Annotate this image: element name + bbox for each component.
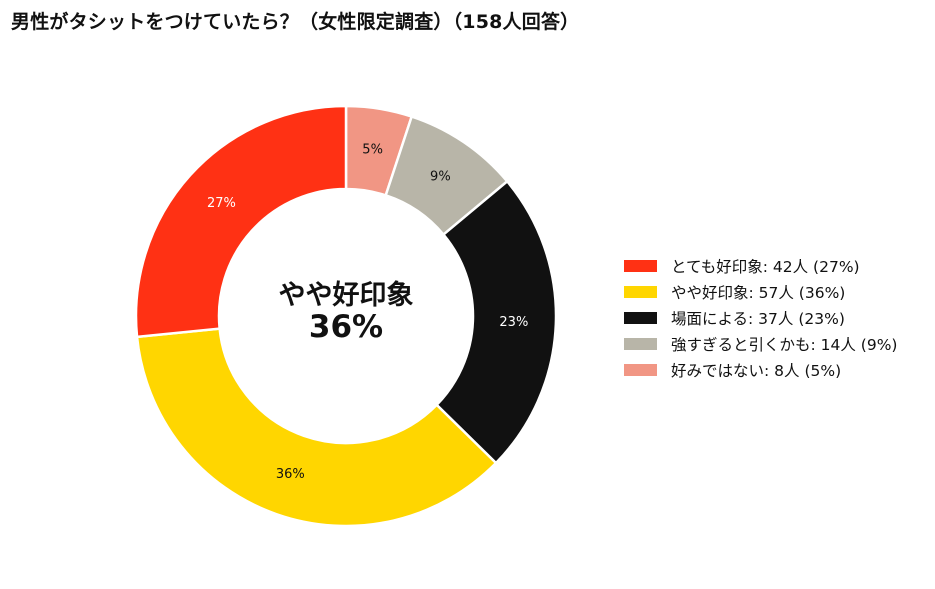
slice-percent-label: 9% [430, 170, 451, 185]
donut-slice [134, 104, 348, 339]
slice-percent-label: 36% [276, 467, 305, 482]
legend-label: 強すぎると引くかも: 14人 (9%) [671, 336, 898, 354]
chart-title: 男性がタシットをつけていたら？（女性限定調査）（158人回答） [11, 11, 580, 33]
legend-swatch [624, 260, 657, 272]
legend: とても好印象: 42人 (27%) やや好印象: 57人 (36%) 場面による… [624, 253, 897, 383]
center-category-label: やや好印象 [278, 280, 414, 311]
slice-percent-label: 5% [362, 143, 383, 158]
donut-slice [435, 180, 558, 465]
legend-swatch [624, 364, 657, 376]
legend-label: やや好印象: 57人 (36%) [671, 284, 846, 302]
legend-item: やや好印象: 57人 (36%) [624, 279, 897, 305]
legend-swatch [624, 338, 657, 350]
legend-swatch [624, 312, 657, 324]
legend-label: とても好印象: 42人 (27%) [671, 258, 860, 276]
slice-percent-label: 23% [499, 315, 528, 330]
legend-item: 場面による: 37人 (23%) [624, 305, 897, 331]
legend-item: 強すぎると引くかも: 14人 (9%) [624, 331, 897, 357]
legend-item: 好みではない: 8人 (5%) [624, 357, 897, 383]
donut-slice [135, 327, 498, 528]
legend-swatch [624, 286, 657, 298]
legend-item: とても好印象: 42人 (27%) [624, 253, 897, 279]
center-label: やや好印象 36% [246, 282, 446, 343]
legend-label: 好みではない: 8人 (5%) [671, 362, 842, 380]
legend-label: 場面による: 37人 (23%) [671, 310, 845, 328]
center-value-label: 36% [308, 309, 384, 345]
slice-percent-label: 27% [207, 196, 236, 211]
